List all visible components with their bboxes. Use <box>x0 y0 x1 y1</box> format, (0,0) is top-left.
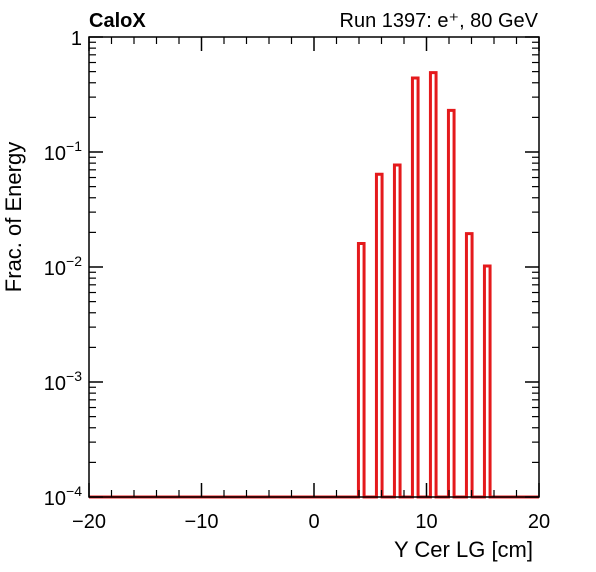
x-tick-label-4: 20 <box>528 511 550 533</box>
histogram-bar-4 <box>430 73 436 497</box>
chart-title-right: Run 1397: e⁺, 80 GeV <box>340 10 539 32</box>
axes-layer: −20 −10 0 10 20 1 10−1 10−2 10−3 10−4 <box>44 28 550 533</box>
plot-background <box>89 37 539 497</box>
histogram-bar-1 <box>376 174 382 497</box>
y-tick-label-1: 10−1 <box>44 138 82 165</box>
x-tick-label-2: 0 <box>308 511 319 533</box>
y-tick-label-2: 10−2 <box>44 253 82 280</box>
y-tick-label-0: 1 <box>71 28 82 50</box>
histogram-bar-3 <box>412 78 418 497</box>
x-tick-label-0: −20 <box>72 511 106 533</box>
histogram-bar-0 <box>358 244 364 497</box>
histogram-bar-2 <box>394 165 400 497</box>
y-tick-label-3: 10−3 <box>44 368 82 395</box>
histogram-bar-7 <box>484 266 490 497</box>
histogram-bar-6 <box>466 234 472 497</box>
x-tick-label-1: −10 <box>185 511 219 533</box>
x-tick-label-3: 10 <box>415 511 437 533</box>
y-tick-label-4: 10−4 <box>44 483 82 510</box>
chart-title-left: CaloX <box>89 10 146 32</box>
histogram-bar-5 <box>448 110 454 497</box>
x-axis-label: Y Cer LG [cm] <box>394 537 533 562</box>
plot-area <box>89 37 539 497</box>
y-axis-label: Frac. of Energy <box>1 142 26 292</box>
